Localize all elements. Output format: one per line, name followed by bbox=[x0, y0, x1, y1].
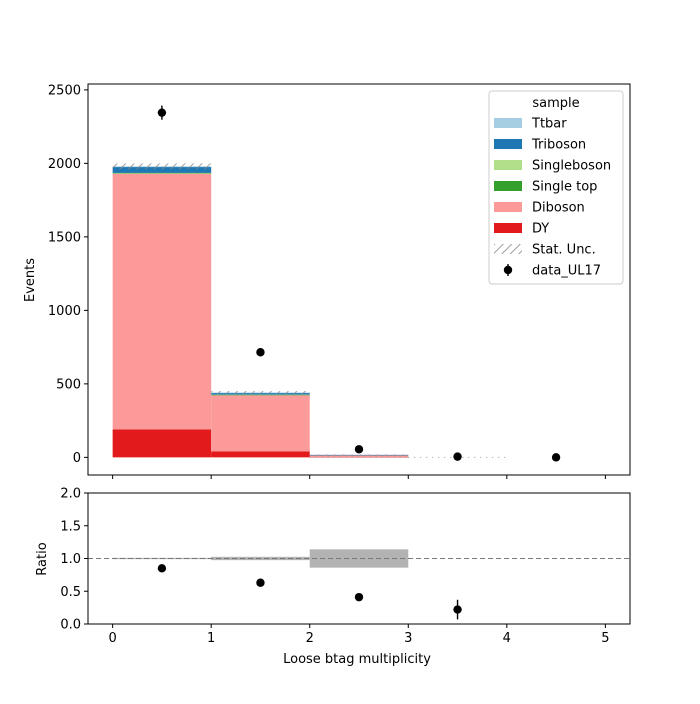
stat-unc-bin-2 bbox=[309, 454, 409, 456]
main-y-tick-label-2000: 2000 bbox=[48, 157, 81, 172]
ratio-x-tick-label-2: 2 bbox=[306, 631, 314, 646]
legend-label-data_ul17: data_UL17 bbox=[532, 264, 601, 279]
bar-dy-bin-1 bbox=[211, 451, 310, 458]
legend-title: sample bbox=[532, 96, 579, 111]
ratio-y-tick-label-1.5: 1.5 bbox=[60, 519, 81, 534]
ratio-x-ticks: 0 1 2 3 4 5 bbox=[108, 624, 610, 646]
legend-swatch-dy bbox=[494, 223, 522, 233]
stacked-histogram bbox=[112, 166, 409, 458]
main-y-tick-label-2500: 2500 bbox=[48, 83, 81, 98]
ratio-plot-panel: 0 1 2 3 4 5 0.0 0.5 1.0 1.5 2.0 Ratio Loose btag … bbox=[35, 487, 631, 667]
y-axis-label: Events bbox=[23, 258, 38, 302]
bar-singleboson-bin-1 bbox=[211, 394, 310, 396]
ratio-point-1 bbox=[256, 578, 265, 587]
ratio-y-ticks: 0.0 0.5 1.0 1.5 2.0 bbox=[60, 487, 88, 633]
main-y-tick-label-0: 0 bbox=[73, 451, 81, 466]
ratio-y-tick-label-0.5: 0.5 bbox=[60, 585, 81, 600]
ratio-y-tick-label-2.0: 2.0 bbox=[60, 487, 81, 502]
main-y-tick-label-1000: 1000 bbox=[48, 304, 81, 319]
data-point-1 bbox=[256, 348, 265, 357]
ratio-x-tick-label-5: 5 bbox=[601, 631, 609, 646]
legend-swatch-singleboson bbox=[494, 160, 522, 170]
data-point-2 bbox=[354, 445, 364, 454]
legend-swatch-ttbar bbox=[494, 118, 522, 128]
legend-label-dy: DY bbox=[532, 222, 549, 237]
main-plot-frame bbox=[87, 83, 631, 476]
ratio-data-points bbox=[157, 564, 462, 620]
ratio-x-tick-label-4: 4 bbox=[503, 631, 511, 646]
ratio-x-tick-label-0: 0 bbox=[108, 631, 116, 646]
legend-label-stat-unc-: Stat. Unc. bbox=[532, 243, 596, 258]
bar-diboson-bin-2 bbox=[309, 455, 409, 457]
legend-label-triboson: Triboson bbox=[531, 138, 586, 153]
legend-swatch-stat-unc bbox=[494, 244, 522, 254]
legend-label-singleboson: Singleboson bbox=[532, 159, 611, 174]
main-plot-panel: 0 500 1000 1500 2000 2500 Events bbox=[23, 83, 631, 479]
ratio-point-2 bbox=[354, 592, 364, 602]
bar-diboson-bin-1 bbox=[211, 394, 310, 452]
x-axis-label: Loose btag multiplicity bbox=[283, 652, 431, 667]
bar-singleboson-bin-0 bbox=[112, 172, 212, 174]
data-point-3 bbox=[453, 452, 462, 461]
ratio-unc-band-bin-2 bbox=[309, 549, 409, 568]
main-y-tick-label-500: 500 bbox=[56, 377, 81, 392]
stat-unc-bin-0 bbox=[112, 163, 212, 170]
main-x-ticks bbox=[112, 475, 606, 479]
ratio-y-tick-label-0.0: 0.0 bbox=[60, 618, 81, 633]
legend-frame bbox=[488, 90, 624, 285]
stat-uncertainty-band bbox=[112, 163, 507, 458]
bar-dy-bin-0 bbox=[112, 429, 212, 458]
ratio-x-tick-label-1: 1 bbox=[207, 631, 215, 646]
main-y-ticks: 0 500 1000 1500 2000 2500 bbox=[48, 83, 88, 466]
data-points bbox=[157, 105, 561, 462]
bar-diboson-bin-0 bbox=[112, 173, 212, 430]
legend: sample Ttbar Triboson Singleboson Single to… bbox=[488, 90, 624, 285]
legend-swatch-triboson bbox=[494, 139, 522, 149]
ratio-point-3 bbox=[453, 605, 462, 614]
data-point-0 bbox=[157, 108, 167, 117]
stat-unc-bin-1 bbox=[211, 391, 310, 395]
bar-triboson-bin-0 bbox=[112, 167, 212, 173]
ratio-y-axis-label: Ratio bbox=[35, 542, 50, 575]
legend-label-diboson: Diboson bbox=[532, 201, 585, 216]
ratio-x-tick-label-3: 3 bbox=[404, 631, 412, 646]
main-y-tick-label-1500: 1500 bbox=[48, 230, 81, 245]
ratio-y-tick-label-1.0: 1.0 bbox=[60, 552, 81, 567]
data-point-4 bbox=[551, 453, 561, 462]
bar-dy-bin-2 bbox=[309, 456, 409, 458]
legend-swatch-single-top bbox=[494, 181, 522, 191]
legend-swatch-diboson bbox=[494, 202, 522, 212]
legend-label-ttbar: Ttbar bbox=[531, 117, 567, 132]
legend-swatch-data bbox=[503, 265, 513, 275]
legend-label-single-top: Single top bbox=[532, 180, 597, 195]
ratio-point-0 bbox=[157, 564, 167, 573]
